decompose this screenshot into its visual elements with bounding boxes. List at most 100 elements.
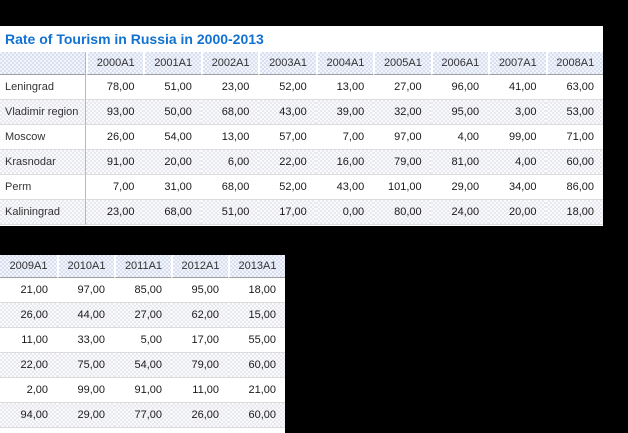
data-cell: 24,00 <box>430 200 489 225</box>
data-cell: 97,00 <box>57 278 114 303</box>
data-cell: 26,00 <box>0 303 57 328</box>
column-header: 2005A1 <box>373 52 431 75</box>
data-cell: 29,00 <box>430 175 489 200</box>
data-cell: 50,00 <box>143 100 201 125</box>
column-header: 2000A1 <box>86 52 144 75</box>
data-cell: 2,00 <box>0 378 57 403</box>
data-cell: 17,00 <box>171 328 228 353</box>
data-cell: 85,00 <box>114 278 171 303</box>
data-cell: 6,00 <box>200 150 259 175</box>
data-cell: 95,00 <box>430 100 489 125</box>
table-row: Krasnodar 91,00 20,00 6,00 22,00 16,00 79,00 81… <box>0 150 603 175</box>
column-header: 2006A1 <box>430 52 489 75</box>
data-cell: 43,00 <box>258 100 316 125</box>
column-header: 2008A1 <box>545 52 603 75</box>
data-cell: 21,00 <box>228 378 285 403</box>
data-cell: 78,00 <box>86 75 144 100</box>
data-cell: 53,00 <box>545 100 603 125</box>
column-header: 2007A1 <box>488 52 546 75</box>
data-cell: 54,00 <box>114 353 171 378</box>
data-cell: 77,00 <box>114 403 171 428</box>
data-cell: 91,00 <box>114 378 171 403</box>
row-label: Perm <box>0 175 86 200</box>
table-row: 94,00 29,00 77,00 26,00 60,00 <box>0 403 285 428</box>
data-cell: 81,00 <box>430 150 489 175</box>
data-cell: 62,00 <box>171 303 228 328</box>
data-cell: 23,00 <box>86 200 144 225</box>
data-cell: 0,00 <box>315 200 374 225</box>
data-cell: 68,00 <box>200 175 259 200</box>
column-header: 2003A1 <box>258 52 316 75</box>
data-cell: 11,00 <box>0 328 57 353</box>
data-cell: 99,00 <box>57 378 114 403</box>
report-panel-top: Rate of Tourism in Russia in 2000-2013 2… <box>0 26 603 226</box>
data-cell: 21,00 <box>0 278 57 303</box>
data-cell: 96,00 <box>430 75 489 100</box>
tourism-table-2009-2013: 2009A1 2010A1 2011A1 2012A1 2013A1 21,00 97,00… <box>0 255 285 428</box>
data-cell: 16,00 <box>315 150 374 175</box>
row-label: Vladimir region <box>0 100 86 125</box>
data-cell: 71,00 <box>545 125 603 150</box>
data-cell: 39,00 <box>315 100 374 125</box>
data-cell: 86,00 <box>545 175 603 200</box>
report-panel-bottom: 2009A1 2010A1 2011A1 2012A1 2013A1 21,00 97,00… <box>0 255 285 433</box>
data-cell: 7,00 <box>86 175 144 200</box>
data-cell: 23,00 <box>200 75 259 100</box>
data-cell: 20,00 <box>143 150 201 175</box>
data-cell: 68,00 <box>200 100 259 125</box>
data-cell: 97,00 <box>373 125 431 150</box>
data-cell: 79,00 <box>171 353 228 378</box>
data-cell: 22,00 <box>0 353 57 378</box>
data-cell: 60,00 <box>545 150 603 175</box>
column-header: 2013A1 <box>228 255 285 278</box>
table-row: Leningrad 78,00 51,00 23,00 52,00 13,00 27,00 9… <box>0 75 603 100</box>
column-header: 2011A1 <box>114 255 171 278</box>
data-cell: 57,00 <box>258 125 316 150</box>
data-cell: 18,00 <box>228 278 285 303</box>
data-cell: 13,00 <box>200 125 259 150</box>
data-cell: 17,00 <box>258 200 316 225</box>
table-row: Perm 7,00 31,00 68,00 52,00 43,00 101,00 29,00 3… <box>0 175 603 200</box>
table-row: 11,00 33,00 5,00 17,00 55,00 <box>0 328 285 353</box>
data-cell: 4,00 <box>488 150 546 175</box>
data-cell: 52,00 <box>258 175 316 200</box>
data-cell: 43,00 <box>315 175 374 200</box>
data-cell: 4,00 <box>430 125 489 150</box>
data-cell: 18,00 <box>545 200 603 225</box>
data-cell: 94,00 <box>0 403 57 428</box>
column-header: 2010A1 <box>57 255 114 278</box>
data-cell: 80,00 <box>373 200 431 225</box>
data-cell: 11,00 <box>171 378 228 403</box>
column-header: 2012A1 <box>171 255 228 278</box>
column-header: 2001A1 <box>143 52 201 75</box>
column-header: 2002A1 <box>200 52 259 75</box>
data-cell: 91,00 <box>86 150 144 175</box>
data-cell: 20,00 <box>488 200 546 225</box>
report-title: Rate of Tourism in Russia in 2000-2013 <box>5 31 264 47</box>
data-cell: 29,00 <box>57 403 114 428</box>
data-cell: 95,00 <box>171 278 228 303</box>
data-cell: 7,00 <box>315 125 374 150</box>
table-row: 2,00 99,00 91,00 11,00 21,00 <box>0 378 285 403</box>
data-cell: 51,00 <box>200 200 259 225</box>
row-label: Kaliningrad <box>0 200 86 225</box>
data-cell: 60,00 <box>228 353 285 378</box>
row-label: Moscow <box>0 125 86 150</box>
corner-cell <box>0 52 86 75</box>
data-cell: 44,00 <box>57 303 114 328</box>
column-header: 2009A1 <box>0 255 57 278</box>
data-cell: 51,00 <box>143 75 201 100</box>
data-cell: 63,00 <box>545 75 603 100</box>
data-cell: 26,00 <box>86 125 144 150</box>
table-row: Moscow 26,00 54,00 13,00 57,00 7,00 97,00 4,00 9… <box>0 125 603 150</box>
row-label: Krasnodar <box>0 150 86 175</box>
table-row: 26,00 44,00 27,00 62,00 15,00 <box>0 303 285 328</box>
table-row: 22,00 75,00 54,00 79,00 60,00 <box>0 353 285 378</box>
data-cell: 31,00 <box>143 175 201 200</box>
data-cell: 34,00 <box>488 175 546 200</box>
data-cell: 55,00 <box>228 328 285 353</box>
data-cell: 54,00 <box>143 125 201 150</box>
table-row: Kaliningrad 23,00 68,00 51,00 17,00 0,00 80,00… <box>0 200 603 225</box>
table-row: Vladimir region 93,00 50,00 68,00 43,00 39,00… <box>0 100 603 125</box>
